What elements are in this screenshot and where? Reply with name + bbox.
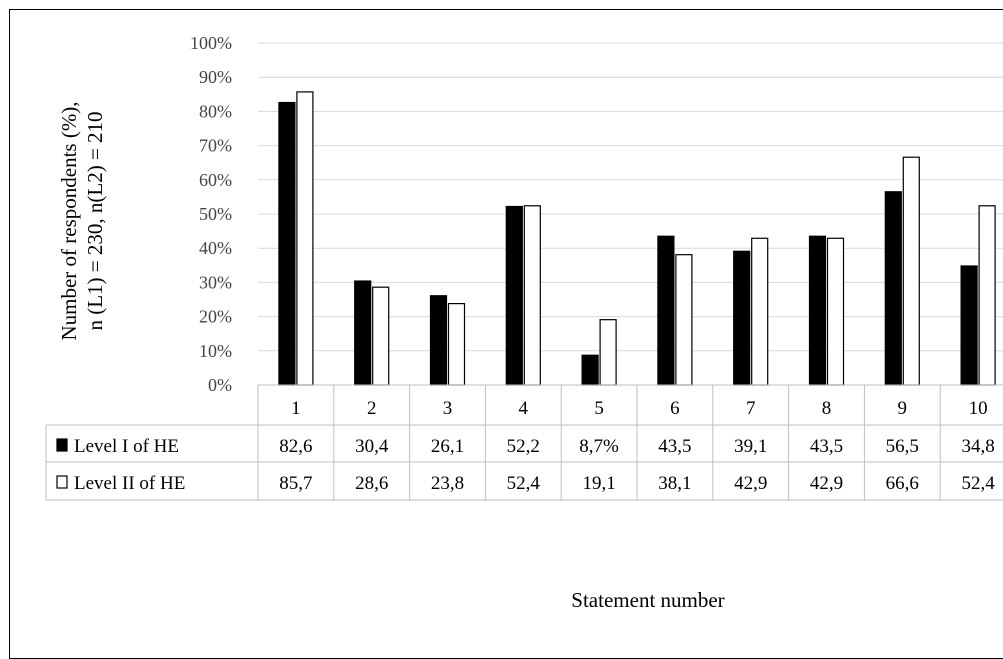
data-value: 26,1 [431,436,464,457]
data-value: 8,7% [579,436,619,457]
data-value: 85,7 [279,473,312,494]
legend-key-level-2 [56,475,68,489]
y-tick-label: 70% [199,136,232,156]
data-table: 1 2 3 4 5 6 7 8 9 10 Level I of HE 82,6 30,4 26,1 52,2… [45,384,1003,501]
y-tick-label: 30% [199,272,232,292]
y-tick-label: 80% [199,101,232,121]
y-tick-label: 100% [190,33,232,53]
bar-level-1 [657,235,675,386]
x-tick-label: 8 [822,398,832,419]
y-axis-label-line-1: Number of respondents (%), [57,101,81,340]
data-value: 52,4 [961,473,995,494]
bar-level-1 [505,205,523,386]
bar-level-1 [808,235,827,386]
x-tick-label: 6 [670,398,680,419]
legend-label: Level I of HE [74,436,179,457]
bars [278,91,996,386]
y-tick-label: 0% [208,375,232,395]
data-value: 19,1 [582,473,615,494]
bar-level-2 [372,286,390,386]
y-tick-label: 20% [199,307,232,327]
data-value: 52,4 [507,473,541,494]
bar-level-2 [599,319,617,386]
y-tick-label: 90% [199,67,232,87]
bar-level-2 [751,237,769,386]
y-tick-label: 40% [199,238,232,258]
bar-level-1 [581,354,599,386]
legend-key-level-1 [56,438,68,452]
y-axis-label-line-2: n (L1) = 230, n(L2) = 210 [83,111,107,330]
data-value: 82,6 [279,436,312,457]
y-tick-label: 10% [199,341,232,361]
bar-level-2 [675,254,693,386]
bar-level-2 [447,303,466,386]
bar-level-1 [354,280,372,386]
data-value: 43,5 [658,436,691,457]
x-tick-label: 1 [291,398,301,419]
x-tick-label: 3 [443,398,453,419]
y-tick-label: 50% [199,204,232,224]
y-tick-label: 60% [199,170,232,190]
bar-level-1 [960,265,978,386]
x-tick-label: 4 [519,398,529,419]
y-axis-label: Number of respondents (%), n (L1) = 230,… [57,101,107,340]
data-value: 52,2 [507,436,540,457]
data-value: 43,5 [810,436,843,457]
data-value: 42,9 [810,473,843,494]
bar-level-2 [978,205,996,386]
y-axis-ticks: 0% 10% 20% 30% 40% 50% 60% 70% 80% 90% 100% [190,33,232,395]
x-tick-label: 5 [594,398,604,419]
x-tick-label: 2 [367,398,377,419]
x-tick-label: 7 [746,398,756,419]
data-value: 39,1 [734,436,767,457]
bar-level-2 [902,156,920,386]
data-value: 38,1 [658,473,691,494]
legend-label: Level II of HE [74,473,185,494]
x-axis-label: Statement number [571,588,724,612]
x-tick-label: 9 [898,398,908,419]
bar-level-2 [826,237,845,386]
data-value: 42,9 [734,473,767,494]
data-value: 30,4 [355,436,389,457]
data-value: 34,8 [961,436,994,457]
bar-level-2 [296,91,314,386]
x-tick-label: 10 [969,398,988,419]
data-value: 28,6 [355,473,388,494]
bar-level-1 [733,250,751,386]
data-value: 56,5 [886,436,919,457]
bar-level-1 [429,295,448,386]
bar-level-1 [884,191,902,386]
bar-level-1 [278,101,296,386]
data-value: 23,8 [431,473,464,494]
data-value: 66,6 [886,473,919,494]
bar-level-2 [523,205,541,386]
